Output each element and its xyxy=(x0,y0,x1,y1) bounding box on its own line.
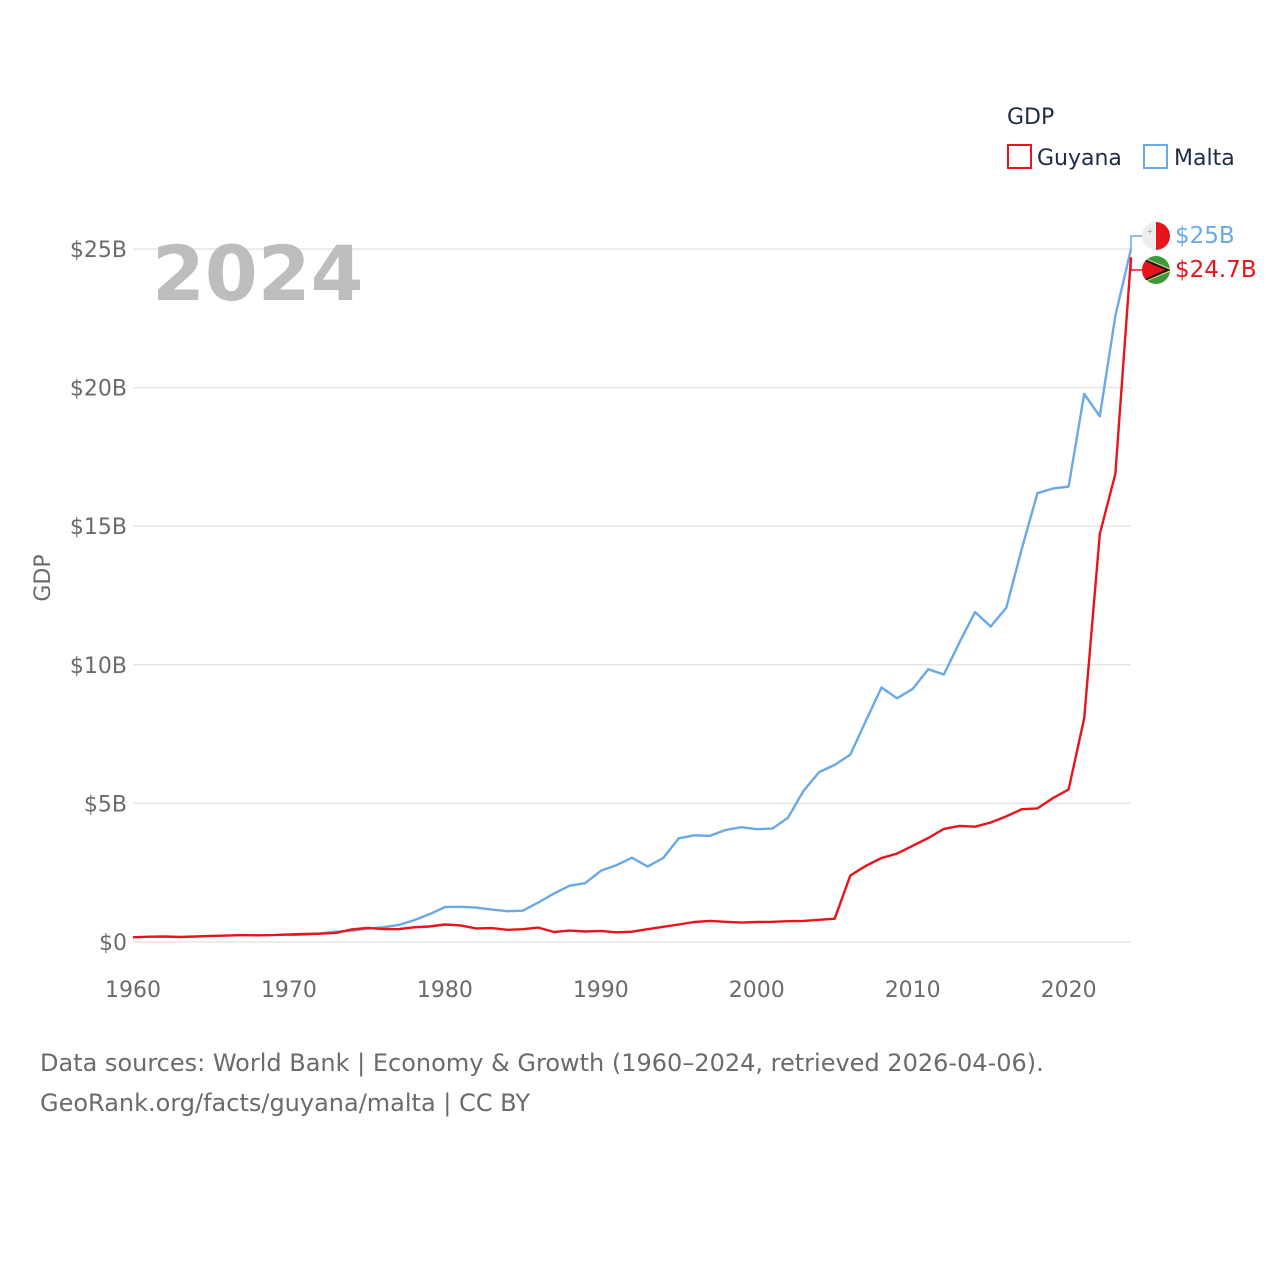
end-label-malta: $25B xyxy=(1175,223,1235,249)
x-tick-label: 1980 xyxy=(417,978,473,1003)
y-tick-label: $0 xyxy=(99,931,127,956)
footer-sources: Data sources: World Bank | Economy & Gro… xyxy=(40,1049,1044,1077)
year-label: 2024 xyxy=(152,229,364,318)
x-axis-ticks: 1960 1970 1980 1990 2000 2010 2020 xyxy=(105,978,1097,1003)
gridlines xyxy=(133,248,1131,943)
series-line-guyana xyxy=(132,257,1133,939)
x-tick-label: 2010 xyxy=(885,978,941,1003)
x-tick-label: 1960 xyxy=(105,978,161,1003)
y-tick-label: $15B xyxy=(70,515,127,540)
chart: $0 $5B $10B $15B $20B $25B 1960 1970 1980 1990 20… xyxy=(31,105,1257,1003)
x-tick-label: 1990 xyxy=(573,978,629,1003)
y-tick-label: $25B xyxy=(70,238,127,263)
x-tick-label: 1970 xyxy=(261,978,317,1003)
series-lines xyxy=(132,235,1142,939)
legend-swatch-malta xyxy=(1143,144,1168,169)
x-tick-label: 2020 xyxy=(1041,978,1097,1003)
legend-item-malta[interactable]: Malta xyxy=(1143,144,1235,171)
y-tick-label: $5B xyxy=(84,792,127,817)
end-label-guyana: $24.7B xyxy=(1175,257,1257,283)
legend-label-guyana: Guyana xyxy=(1037,146,1122,171)
malta-flag-icon: + xyxy=(1142,222,1170,250)
y-tick-label: $10B xyxy=(70,654,127,679)
legend-item-guyana[interactable]: Guyana xyxy=(1007,144,1122,171)
x-tick-label: 2000 xyxy=(729,978,785,1003)
y-axis-ticks: $0 $5B $10B $15B $20B $25B xyxy=(70,238,127,956)
legend-swatch-guyana xyxy=(1007,144,1032,169)
guyana-flag-icon xyxy=(1142,256,1170,284)
y-tick-label: $20B xyxy=(70,377,127,402)
footer: Data sources: World Bank | Economy & Gro… xyxy=(40,1043,1044,1123)
footer-attribution[interactable]: GeoRank.org/facts/guyana/malta | CC BY xyxy=(40,1089,530,1117)
end-markers: + $25B $24.7B xyxy=(1142,222,1257,284)
legend-title: GDP xyxy=(1007,105,1054,130)
legend-label-malta: Malta xyxy=(1174,146,1235,171)
end-connector-malta xyxy=(1130,235,1142,249)
end-connector-guyana xyxy=(1130,257,1142,271)
legend: GDP Guyana Malta xyxy=(1007,105,1235,171)
y-axis-label: GDP xyxy=(31,554,56,601)
svg-text:+: + xyxy=(1147,227,1154,236)
series-line-malta xyxy=(288,248,1133,937)
